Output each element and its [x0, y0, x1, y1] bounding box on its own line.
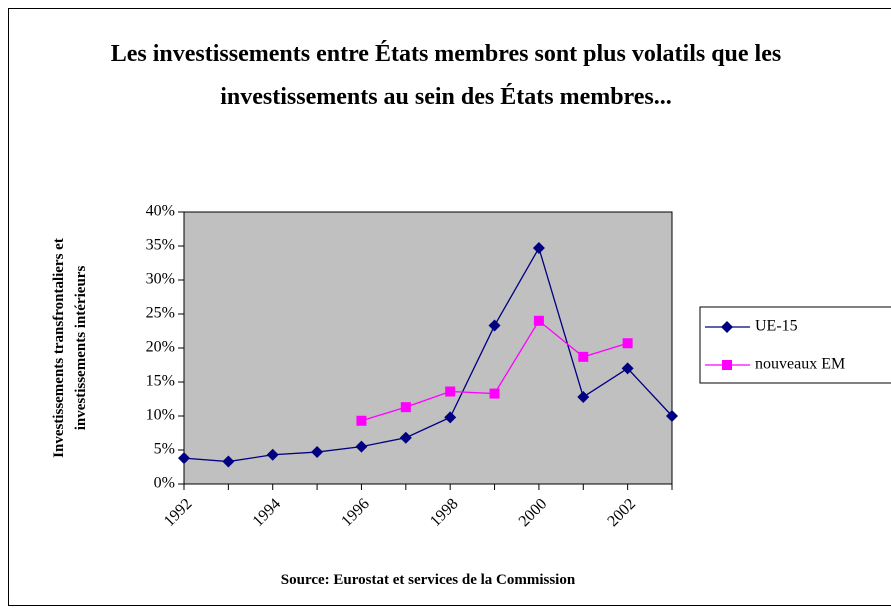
data-point: [399, 431, 412, 444]
data-point: [533, 315, 544, 326]
data-point: [621, 362, 634, 375]
data-point: [355, 440, 368, 453]
y-axis-label: Investissements transfrontaliers et inve…: [51, 238, 89, 458]
data-point: [356, 415, 367, 426]
y-tick-label: 25%: [146, 305, 175, 322]
data-point: [489, 388, 500, 399]
y-tick-label: 35%: [146, 237, 175, 254]
legend-label: UE-15: [755, 318, 798, 335]
data-point: [311, 446, 324, 459]
legend-marker: [721, 321, 733, 333]
y-tick-label: 0%: [154, 475, 175, 492]
data-point: [532, 242, 545, 255]
data-point: [577, 390, 590, 403]
data-point: [400, 402, 411, 413]
data-point: [622, 338, 633, 349]
legend-label: nouveaux EM: [755, 356, 845, 373]
y-tick-label: 5%: [154, 441, 175, 458]
data-point: [445, 386, 456, 397]
data-point: [178, 452, 190, 465]
source: Source: Eurostat et services de la Commi…: [280, 572, 576, 588]
legend-marker: [722, 360, 732, 370]
data-point: [666, 410, 678, 422]
y-tick-label: 30%: [146, 271, 175, 288]
data-point: [488, 319, 501, 332]
legend: [699, 306, 891, 384]
data-point: [222, 455, 235, 468]
data-point: [444, 411, 457, 424]
y-tick-label: 15%: [146, 373, 175, 390]
y-tick-label: 20%: [146, 339, 175, 356]
data-point: [266, 448, 279, 461]
plot-area: [183, 211, 673, 485]
chart-title: Les investissements entre États membres …: [110, 41, 782, 110]
series-line: [183, 246, 673, 463]
data-point: [578, 351, 589, 362]
y-tick-label: 40%: [146, 203, 175, 220]
y-tick-label: 10%: [146, 407, 175, 424]
